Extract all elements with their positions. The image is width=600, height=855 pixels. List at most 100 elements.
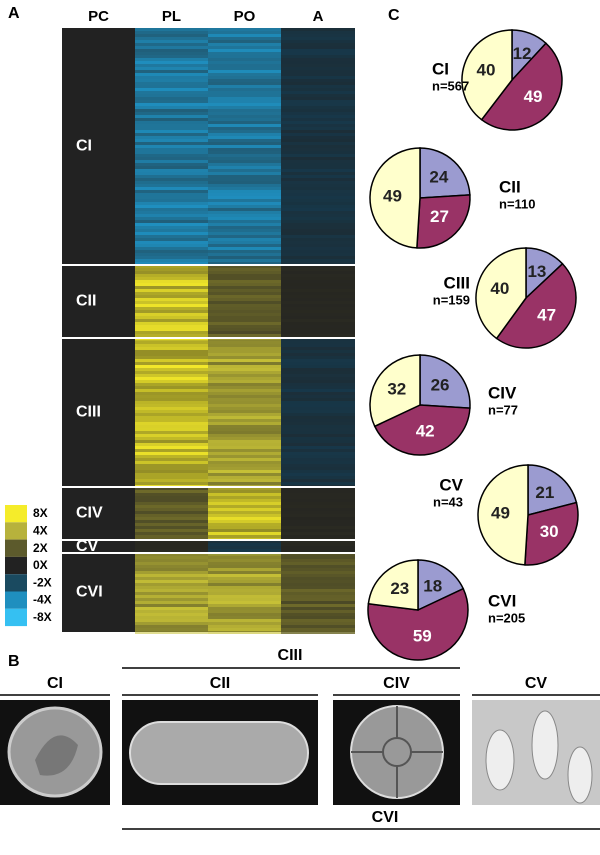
heat-stripe	[135, 193, 208, 196]
cluster-label: CVI	[76, 584, 103, 601]
heat-stripe	[135, 470, 208, 473]
heat-stripe	[281, 37, 355, 40]
heat-stripe	[208, 265, 281, 268]
heat-stripe	[281, 304, 355, 307]
heat-stripe	[208, 476, 281, 479]
heat-stripe	[208, 235, 281, 238]
heat-stripe	[281, 371, 355, 374]
heat-stripe	[281, 112, 355, 115]
heat-stripe	[208, 271, 281, 274]
heat-stripe	[208, 449, 281, 452]
heat-stripe	[281, 202, 355, 205]
heat-stripe	[281, 85, 355, 88]
heat-stripe	[208, 154, 281, 157]
heat-stripe	[281, 631, 355, 634]
pie-value-label: 27	[430, 207, 449, 226]
heat-stripe	[281, 79, 355, 82]
legend-label: 2X	[33, 541, 48, 555]
heat-stripe	[208, 196, 281, 199]
heat-stripe	[135, 280, 208, 283]
pie-count: n=205	[488, 610, 525, 625]
heat-stripe	[135, 40, 208, 43]
heat-stripe	[135, 181, 208, 184]
heat-stripe	[281, 443, 355, 446]
heat-stripe	[281, 124, 355, 127]
heat-stripe	[135, 455, 208, 458]
heat-stripe	[281, 595, 355, 598]
heat-stripe	[135, 199, 208, 202]
heat-stripe	[281, 577, 355, 580]
heat-stripe	[135, 540, 208, 543]
heat-stripe	[135, 595, 208, 598]
heat-stripe	[135, 583, 208, 586]
heat-stripe	[208, 625, 281, 628]
heat-stripe	[281, 368, 355, 371]
heat-stripe	[208, 280, 281, 283]
heat-stripe	[281, 619, 355, 622]
pie-value-label: 24	[429, 167, 448, 186]
heat-stripe	[135, 383, 208, 386]
heat-stripe	[135, 283, 208, 286]
heat-stripe	[281, 133, 355, 136]
heat-stripe	[281, 517, 355, 520]
heat-stripe	[208, 607, 281, 610]
heat-stripe	[135, 34, 208, 37]
heat-stripe	[281, 338, 355, 341]
heat-stripe	[208, 322, 281, 325]
group-label: CVI	[372, 809, 399, 826]
heat-stripe	[281, 91, 355, 94]
heat-stripe	[135, 106, 208, 109]
heat-stripe	[208, 103, 281, 106]
heat-stripe	[135, 347, 208, 350]
heat-stripe	[208, 610, 281, 613]
heat-stripe	[135, 31, 208, 34]
heat-stripe	[135, 514, 208, 517]
legend-swatch	[5, 574, 27, 592]
heat-stripe	[135, 543, 208, 546]
heat-stripe	[208, 553, 281, 556]
heat-stripe	[208, 431, 281, 434]
heat-stripe	[281, 160, 355, 163]
heat-stripe	[281, 398, 355, 401]
color-legend: 8X 4X 2X 0X -2X -4X -8X	[5, 505, 52, 627]
heat-stripe	[208, 505, 281, 508]
heat-stripe	[135, 322, 208, 325]
heat-stripe	[208, 556, 281, 559]
heat-stripe	[208, 316, 281, 319]
heat-stripe	[135, 109, 208, 112]
heat-stripe	[281, 151, 355, 154]
heat-stripe	[281, 298, 355, 301]
heat-stripe	[208, 562, 281, 565]
heat-stripe	[208, 223, 281, 226]
heat-stripe	[281, 232, 355, 235]
pie-value-label: 13	[527, 262, 546, 281]
heat-stripe	[135, 619, 208, 622]
heat-stripe	[281, 622, 355, 625]
heat-stripe	[281, 431, 355, 434]
heat-stripe	[281, 109, 355, 112]
heat-stripe	[281, 592, 355, 595]
pollen-detail	[485, 710, 593, 804]
heat-stripe	[135, 37, 208, 40]
heat-stripe	[208, 187, 281, 190]
heat-stripe	[281, 313, 355, 316]
heat-stripe	[208, 307, 281, 310]
heat-stripe	[135, 523, 208, 526]
heat-stripe	[208, 622, 281, 625]
image-panel: CI CII CIV CV CIII CVI	[0, 647, 600, 830]
heat-stripe	[208, 148, 281, 151]
heat-stripe	[135, 166, 208, 169]
heat-stripe	[208, 559, 281, 562]
heat-stripe	[135, 549, 208, 552]
heat-stripe	[281, 286, 355, 289]
heat-stripe	[281, 556, 355, 559]
heat-stripe	[208, 232, 281, 235]
heat-stripe	[208, 214, 281, 217]
group-label: CIII	[278, 647, 303, 664]
heat-stripe	[135, 220, 208, 223]
heat-stripe	[281, 319, 355, 322]
pie-value-label: 40	[490, 279, 509, 298]
heat-stripe	[208, 416, 281, 419]
heat-stripe	[281, 546, 355, 549]
heat-stripe	[208, 479, 281, 482]
